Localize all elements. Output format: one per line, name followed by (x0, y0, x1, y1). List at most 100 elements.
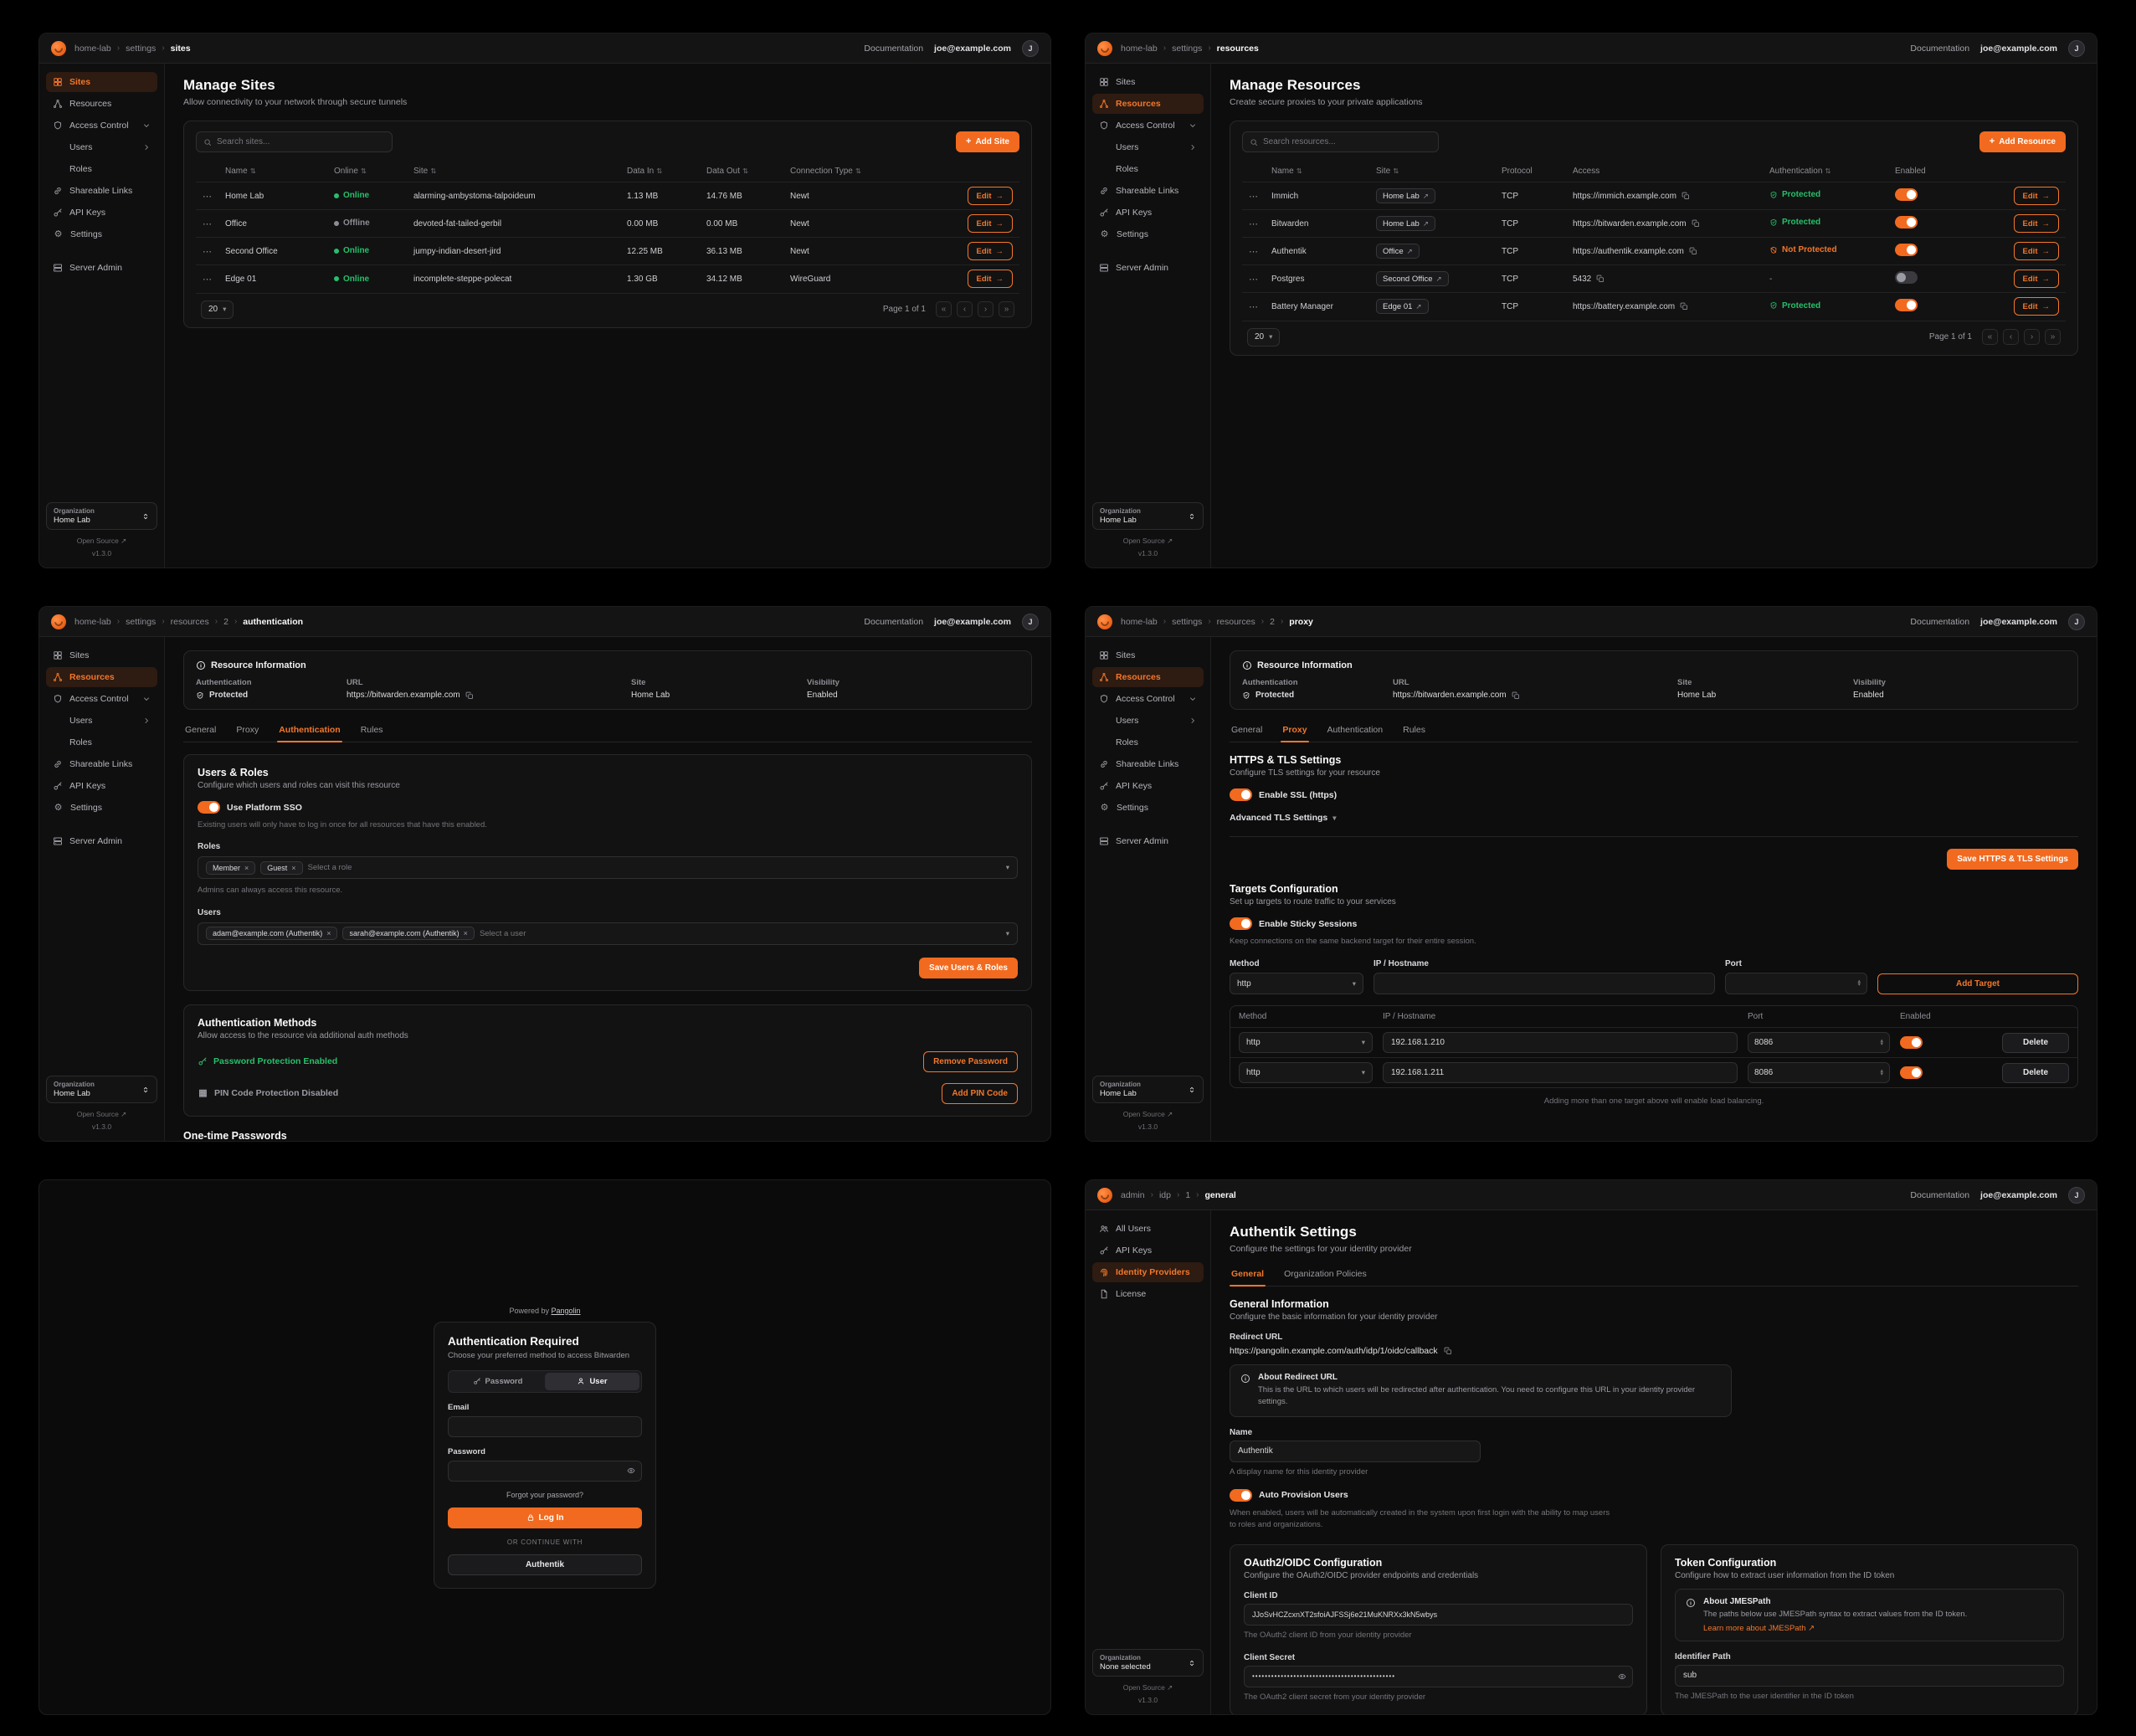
sidebar-item-license[interactable]: License (1092, 1284, 1204, 1304)
client-id-input[interactable] (1244, 1604, 1633, 1626)
open-source-link[interactable]: Open Source ↗ (1122, 1110, 1173, 1118)
tab-proxy[interactable]: Proxy (1281, 720, 1309, 742)
site-link-chip[interactable]: Home Lab ↗ (1376, 216, 1435, 231)
page-size-select[interactable]: 20 ▾ (1247, 327, 1281, 347)
remove-chip-icon[interactable]: × (291, 863, 296, 872)
copy-icon[interactable] (1512, 691, 1520, 700)
breadcrumb-item[interactable]: 2 (223, 616, 228, 627)
sidebar-item-server-admin[interactable]: Server Admin (1092, 831, 1204, 851)
add-target-button[interactable]: Add Target (1877, 973, 2078, 995)
idp-name-input[interactable] (1230, 1440, 1481, 1462)
sidebar-item-resources[interactable]: Resources (46, 94, 157, 114)
authentik-login-button[interactable]: Authentik (448, 1554, 642, 1575)
sidebar-item-roles[interactable]: Roles (1109, 159, 1204, 179)
delete-target-button[interactable]: Delete (2002, 1062, 2069, 1083)
edit-button[interactable]: Edit → (967, 270, 1013, 289)
breadcrumb-item[interactable]: 2 (1270, 616, 1275, 627)
first-page-button[interactable]: « (1982, 329, 1998, 345)
sidebar-item-roles[interactable]: Roles (1109, 732, 1204, 752)
enable-ssl-toggle[interactable] (1230, 788, 1252, 801)
documentation-link[interactable]: Documentation (1910, 616, 1970, 627)
step-up-icon[interactable]: ▴ (1880, 1037, 1883, 1044)
delete-target-button[interactable]: Delete (2002, 1032, 2069, 1053)
tab-authentication[interactable]: Authentication (1327, 725, 1384, 735)
copy-icon[interactable] (1682, 192, 1690, 200)
edit-button[interactable]: Edit → (967, 214, 1013, 233)
prev-page-button[interactable]: ‹ (957, 301, 973, 317)
row-menu-button[interactable]: ⋯ (203, 246, 212, 257)
sidebar-item-identity-providers[interactable]: Identity Providers (1092, 1262, 1204, 1282)
jmespath-learn-more-link[interactable]: Learn more about JMESPath ↗ (1703, 1623, 1815, 1633)
org-selector[interactable]: Organization Home Lab (1092, 1076, 1204, 1103)
add-resource-button[interactable]: + Add Resource (1979, 131, 2066, 152)
edit-button[interactable]: Edit → (2013, 187, 2059, 205)
sidebar-item-users[interactable]: Users (63, 711, 157, 731)
tab-authentication[interactable]: Authentication (277, 720, 342, 742)
sidebar-item-api-keys[interactable]: API Keys (1092, 203, 1204, 223)
pangolin-link[interactable]: Pangolin (551, 1306, 581, 1315)
save-https-tls-button[interactable]: Save HTTPS & TLS Settings (1947, 849, 2078, 870)
site-link-chip[interactable]: Home Lab ↗ (1376, 188, 1435, 203)
tab-rules[interactable]: Rules (360, 725, 383, 735)
target-enabled-toggle[interactable] (1900, 1066, 1923, 1080)
column-header-name[interactable]: Name ⇅ (225, 167, 256, 176)
users-multiselect[interactable]: adam@example.com (Authentik) × sarah@exam… (198, 922, 1018, 945)
eye-icon[interactable] (627, 1466, 635, 1475)
search-box[interactable] (196, 131, 393, 152)
sidebar-item-api-keys[interactable]: API Keys (1092, 1240, 1204, 1261)
sidebar-item-sites[interactable]: Sites (46, 72, 157, 92)
auto-provision-toggle[interactable] (1230, 1488, 1252, 1502)
page-size-select[interactable]: 20 ▾ (201, 300, 234, 319)
org-selector[interactable]: Organization Home Lab (46, 1076, 157, 1103)
copy-icon[interactable] (1692, 219, 1700, 228)
sidebar-item-server-admin[interactable]: Server Admin (1092, 258, 1204, 278)
sidebar-item-api-keys[interactable]: API Keys (46, 776, 157, 796)
documentation-link[interactable]: Documentation (1910, 1189, 1970, 1200)
row-menu-button[interactable]: ⋯ (203, 274, 212, 285)
sidebar-item-users[interactable]: Users (1109, 137, 1204, 157)
sidebar-item-access-control[interactable]: Access Control (1092, 116, 1204, 136)
breadcrumb-item[interactable]: settings (126, 43, 157, 54)
breadcrumb-item[interactable]: idp (1158, 1189, 1171, 1200)
user-email[interactable]: joe@example.com (1980, 43, 2057, 54)
sidebar-item-shareable-links[interactable]: Shareable Links (1092, 181, 1204, 201)
user-email[interactable]: joe@example.com (1980, 616, 2057, 627)
breadcrumb-item[interactable]: home-lab (1121, 616, 1158, 627)
sidebar-item-shareable-links[interactable]: Shareable Links (46, 181, 157, 201)
step-up-icon[interactable]: ▴ (1857, 978, 1861, 985)
roles-multiselect[interactable]: Member × Guest × Select a role ▾ (198, 856, 1018, 880)
identifier-path-input[interactable] (1675, 1664, 2064, 1687)
sidebar-item-settings[interactable]: ⚙ Settings (1092, 224, 1204, 244)
sidebar-item-server-admin[interactable]: Server Admin (46, 831, 157, 851)
breadcrumb-item[interactable]: resources (170, 616, 209, 627)
site-link-chip[interactable]: Second Office ↗ (1376, 271, 1449, 286)
column-header-name[interactable]: Name ⇅ (1271, 167, 1302, 176)
sidebar-item-settings[interactable]: ⚙ Settings (46, 798, 157, 818)
remove-chip-icon[interactable]: × (463, 929, 468, 937)
sidebar-item-resources[interactable]: Resources (46, 667, 157, 687)
sidebar-item-shareable-links[interactable]: Shareable Links (1092, 754, 1204, 774)
step-down-icon[interactable]: ▾ (1880, 1040, 1883, 1047)
port-stepper[interactable]: 8086 ▴ ▾ (1748, 1032, 1890, 1054)
column-header-site[interactable]: Site ⇅ (1376, 167, 1399, 176)
breadcrumb-item[interactable]: settings (126, 616, 157, 627)
remove-chip-icon[interactable]: × (244, 863, 249, 872)
user-avatar[interactable]: J (1022, 613, 1039, 630)
column-header-auth[interactable]: Authentication ⇅ (1769, 167, 1831, 176)
method-select[interactable]: http ▾ (1239, 1062, 1373, 1084)
edit-button[interactable]: Edit → (2013, 270, 2059, 288)
column-header-online[interactable]: Online ⇅ (334, 167, 367, 176)
password-field[interactable] (448, 1460, 642, 1482)
sidebar-item-access-control[interactable]: Access Control (46, 689, 157, 709)
method-select[interactable]: http ▾ (1239, 1032, 1373, 1054)
sidebar-item-resources[interactable]: Resources (1092, 94, 1204, 114)
search-input[interactable] (1263, 137, 1431, 146)
sidebar-item-sites[interactable]: Sites (1092, 645, 1204, 665)
sidebar-item-users[interactable]: Users (63, 137, 157, 157)
login-button[interactable]: Log In (448, 1507, 642, 1528)
target-enabled-toggle[interactable] (1900, 1036, 1923, 1050)
tab-general[interactable]: General (1231, 725, 1263, 735)
edit-button[interactable]: Edit → (967, 242, 1013, 260)
sidebar-item-settings[interactable]: ⚙ Settings (46, 224, 157, 244)
documentation-link[interactable]: Documentation (1910, 43, 1970, 54)
